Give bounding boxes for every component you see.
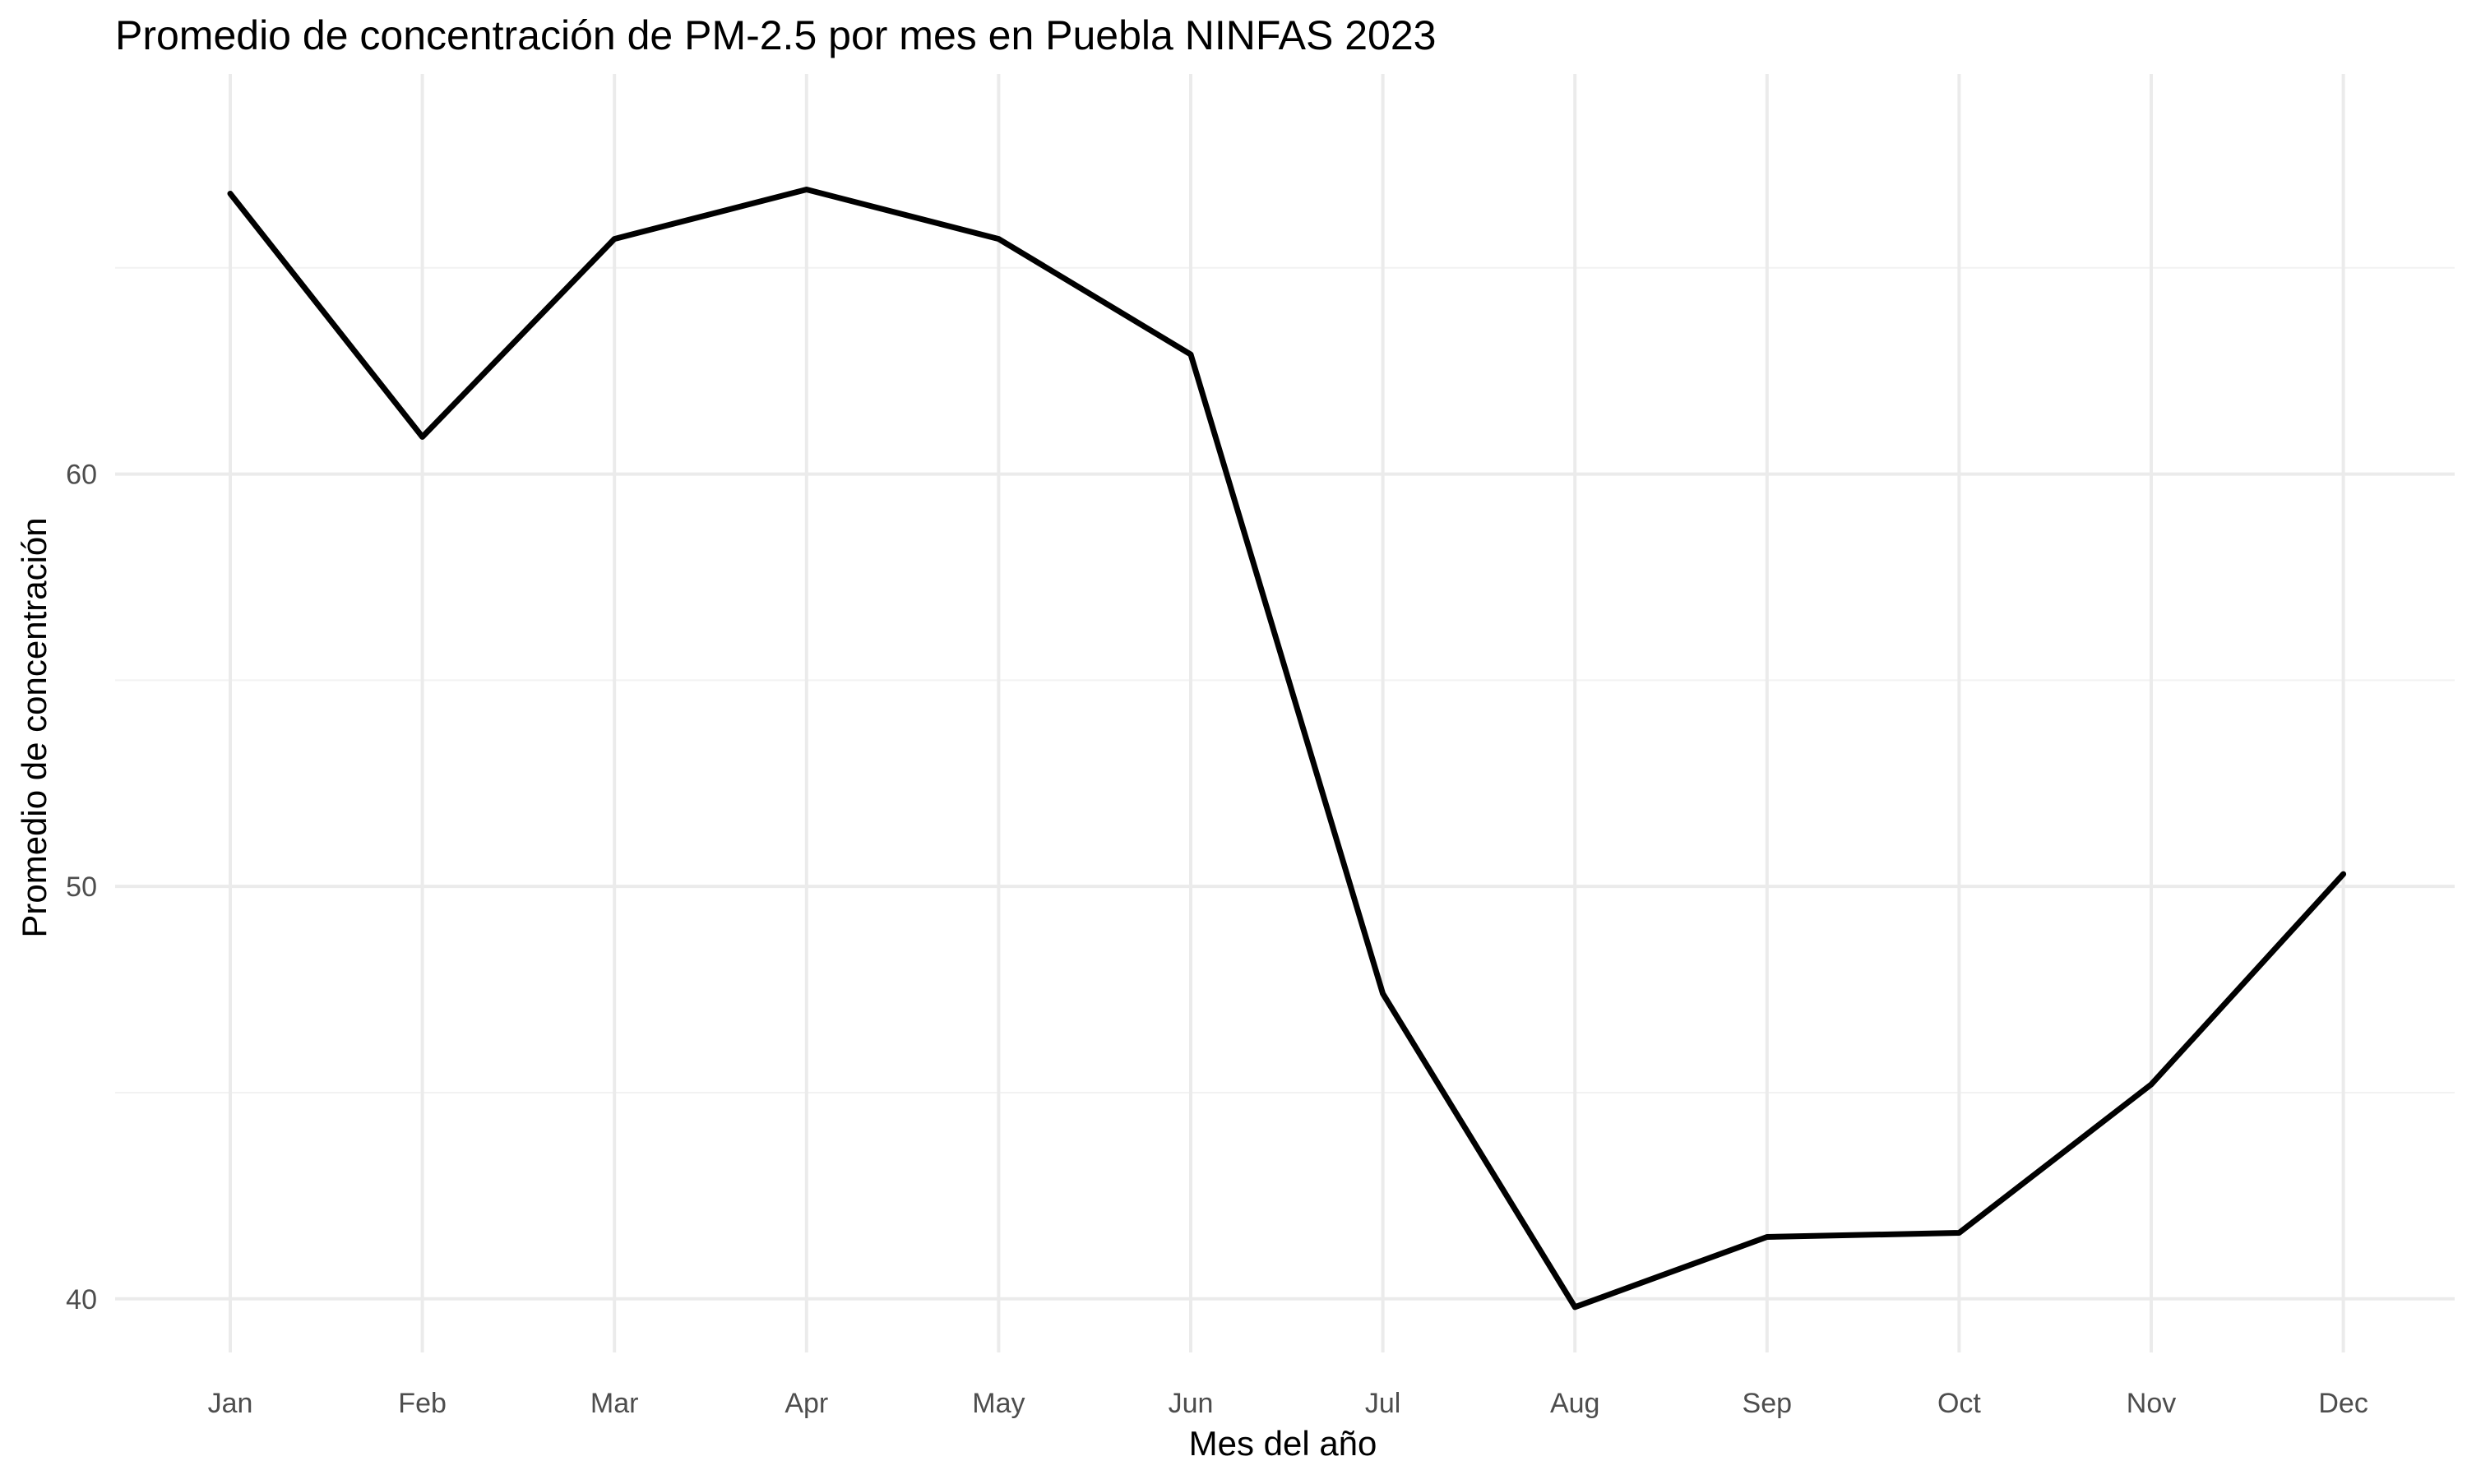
x-tick-label-nov: Nov: [2127, 1388, 2176, 1419]
x-tick-label-oct: Oct: [1937, 1388, 1981, 1419]
y-tick-label: 50: [66, 871, 97, 903]
x-tick-label-mar: Mar: [590, 1388, 639, 1419]
y-tick-label: 40: [66, 1284, 97, 1315]
series-layer: [227, 187, 2347, 1311]
x-axis-title: Mes del año: [1189, 1424, 1377, 1463]
x-axis-ticks: Jan Feb Mar Apr May Jun Jul Aug Sep Oct Nov Dec: [208, 1388, 2368, 1419]
x-tick-label-feb: Feb: [398, 1388, 447, 1419]
y-axis-ticks: 40 50 60: [66, 460, 97, 1315]
x-tick-label-aug: Aug: [1550, 1388, 1600, 1419]
x-tick-label-jun: Jun: [1169, 1388, 1214, 1419]
x-tick-label-sep: Sep: [1743, 1388, 1793, 1419]
x-tick-label-dec: Dec: [2318, 1388, 2367, 1419]
x-tick-label-jul: Jul: [1365, 1388, 1400, 1419]
chart-title: Promedio de concentración de PM-2.5 por …: [115, 12, 1436, 58]
gridlines: [115, 74, 2455, 1352]
x-tick-label-apr: Apr: [785, 1388, 828, 1419]
x-tick-label-jan: Jan: [208, 1388, 253, 1419]
x-tick-label-may: May: [972, 1388, 1025, 1419]
y-axis-title: Promedio de concentración: [15, 517, 53, 937]
y-tick-label: 60: [66, 460, 97, 491]
series-line-0: [227, 187, 2347, 1311]
